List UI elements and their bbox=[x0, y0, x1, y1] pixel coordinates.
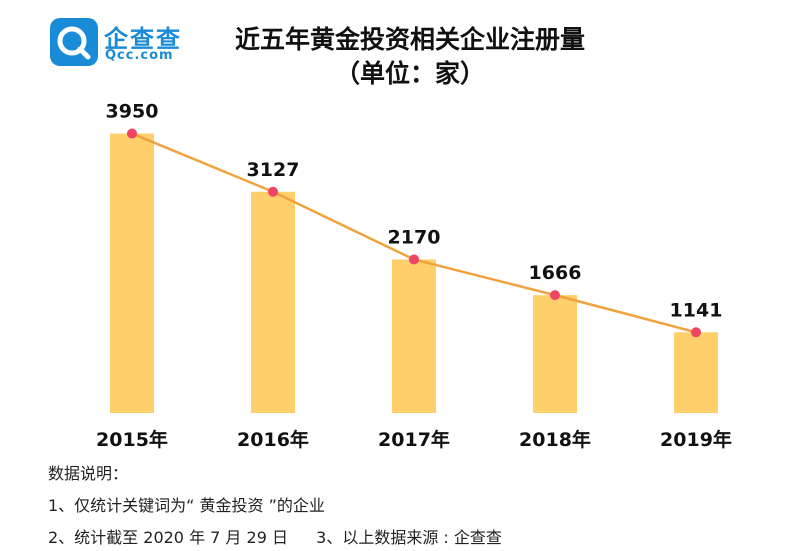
line-point-2017年 bbox=[409, 254, 419, 265]
x-tick-2018年: 2018年 bbox=[519, 428, 591, 451]
data-label-2016年: 3127 bbox=[247, 159, 300, 181]
chart-subtitle: （单位：家） bbox=[334, 59, 485, 88]
notes-heading: 数据说明： bbox=[48, 464, 129, 483]
notes-line-2b: 3、以上数据来源 : 企查查 bbox=[316, 528, 502, 547]
line-layer bbox=[127, 128, 701, 338]
data-label-2017年: 2170 bbox=[388, 226, 441, 248]
notes-line-1: 1、仅统计关键词为“ 黄金投资 ”的企业 bbox=[48, 496, 325, 515]
bar-2019年 bbox=[674, 332, 718, 413]
notes-line-2: 2、统计截至 2020 年 7 月 29 日 3、以上数据来源 : 企查查 bbox=[48, 524, 502, 548]
data-label-2019年: 1141 bbox=[670, 299, 723, 321]
brand-domain: Qcc.com bbox=[105, 48, 174, 63]
line-point-2015年 bbox=[127, 128, 137, 139]
bars-layer bbox=[110, 133, 718, 413]
bar-2017年 bbox=[392, 259, 436, 413]
chart-title: 近五年黄金投资相关企业注册量 bbox=[234, 25, 585, 54]
data-label-2015年: 3950 bbox=[106, 101, 159, 123]
line-point-2016年 bbox=[268, 186, 278, 197]
notes-line-2a: 2、统计截至 2020 年 7 月 29 日 bbox=[48, 528, 288, 547]
bar-2018年 bbox=[533, 295, 577, 413]
x-tick-2015年: 2015年 bbox=[96, 428, 168, 451]
x-tick-2019年: 2019年 bbox=[660, 428, 732, 451]
qcc-logo-icon bbox=[50, 18, 98, 66]
x-tick-2017年: 2017年 bbox=[378, 428, 450, 451]
labels-layer: 3950 3127 2170 1666 1141 2015年 2016年 2017年 2018年… bbox=[96, 101, 732, 451]
brand-name: 企查查 bbox=[104, 25, 182, 53]
data-label-2018年: 1666 bbox=[529, 262, 582, 284]
x-tick-2016年: 2016年 bbox=[237, 428, 309, 451]
bar-2016年 bbox=[251, 191, 295, 413]
brand-logo: 企查查 Qcc.com bbox=[50, 18, 200, 66]
line-point-2018年 bbox=[550, 290, 560, 301]
line-point-2019年 bbox=[691, 327, 701, 338]
bar-2015年 bbox=[110, 133, 154, 413]
